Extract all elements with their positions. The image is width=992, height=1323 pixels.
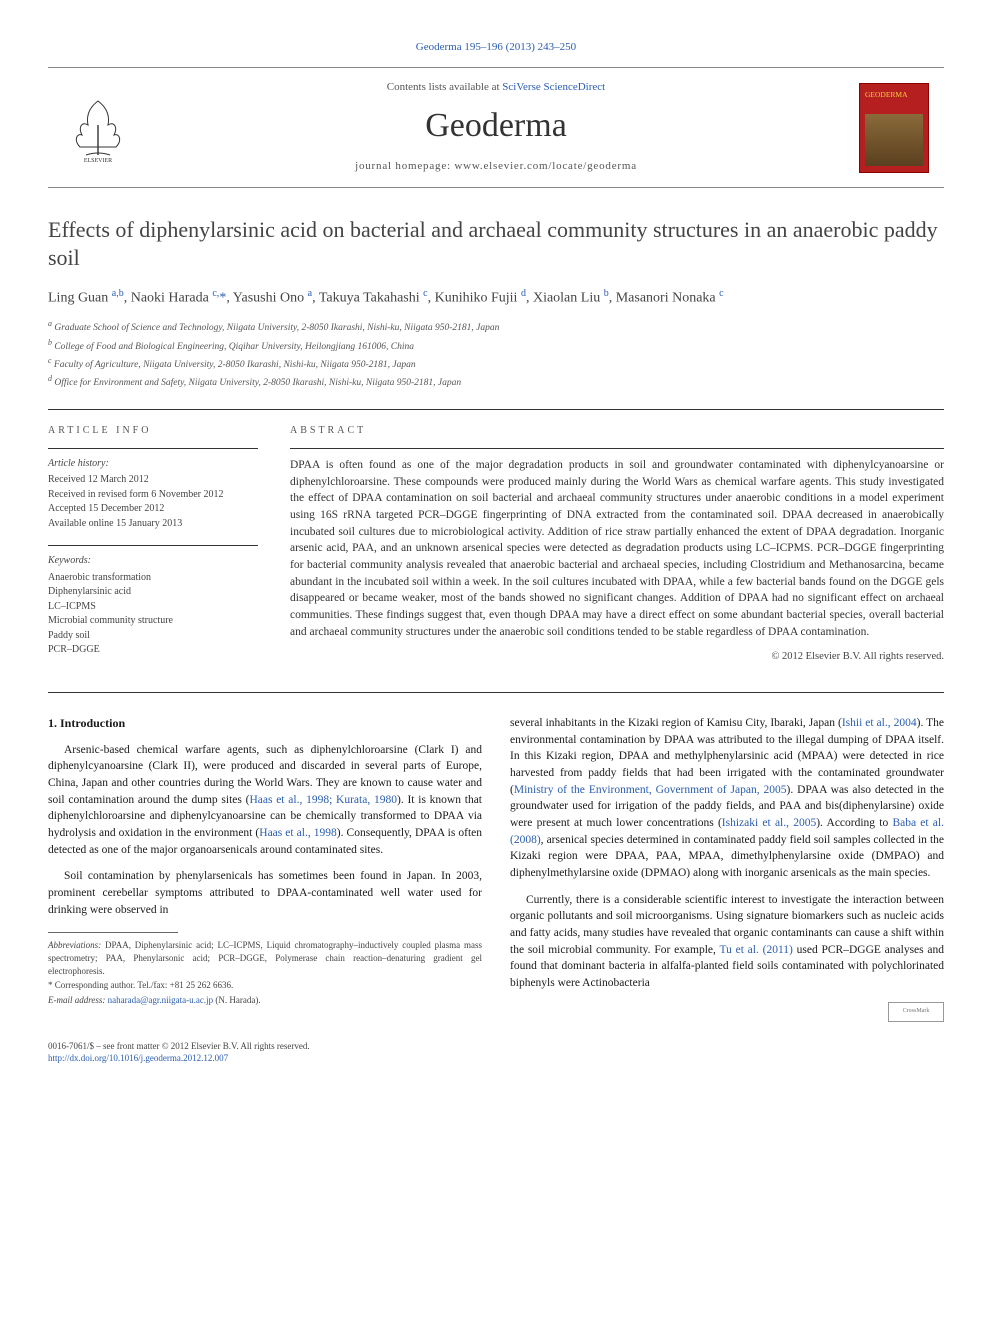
author-list: Ling Guan a,b, Naoki Harada c,*, Yasushi… <box>48 287 944 308</box>
affiliation-item: c Faculty of Agriculture, Niigata Univer… <box>48 355 944 372</box>
body-paragraph: Arsenic-based chemical warfare agents, s… <box>48 742 482 859</box>
body-paragraph: Currently, there is a considerable scien… <box>510 892 944 992</box>
journal-homepage: journal homepage: www.elsevier.com/locat… <box>148 159 844 174</box>
keyword-item: PCR–DGGE <box>48 643 258 658</box>
keyword-item: Paddy soil <box>48 629 258 644</box>
footnote-separator <box>48 932 178 933</box>
keyword-item: Anaerobic transformation <box>48 571 258 586</box>
journal-cover: GEODERMA <box>844 68 944 186</box>
history-line: Accepted 15 December 2012 <box>48 502 258 517</box>
email-link[interactable]: naharada@agr.niigata-u.ac.jp <box>108 995 214 1005</box>
contents-line: Contents lists available at SciVerse Sci… <box>148 80 844 95</box>
affiliation-item: a Graduate School of Science and Technol… <box>48 318 944 335</box>
svg-text:ELSEVIER: ELSEVIER <box>84 158 112 163</box>
cover-image-placeholder <box>865 114 923 166</box>
history-label: Article history: <box>48 457 258 472</box>
abstract-text: DPAA is often found as one of the major … <box>290 457 944 640</box>
journal-banner: ELSEVIER Contents lists available at Sci… <box>48 67 944 187</box>
header-citation: Geoderma 195–196 (2013) 243–250 <box>48 40 944 55</box>
divider <box>290 448 944 449</box>
body-columns: 1. Introduction Arsenic-based chemical w… <box>48 715 944 1022</box>
doi-link[interactable]: http://dx.doi.org/10.1016/j.geoderma.201… <box>48 1053 228 1063</box>
footnotes: Abbreviations: DPAA, Diphenylarsinic aci… <box>48 939 482 1006</box>
divider <box>48 409 944 410</box>
keywords-label: Keywords: <box>48 554 258 569</box>
divider <box>48 692 944 693</box>
history-line: Received in revised form 6 November 2012 <box>48 488 258 503</box>
body-paragraph: Soil contamination by phenylarsenicals h… <box>48 868 482 918</box>
crossmark-badge[interactable]: CrossMark <box>888 1002 944 1022</box>
abstract: ABSTRACT DPAA is often found as one of t… <box>290 424 944 672</box>
body-paragraph: several inhabitants in the Kizaki region… <box>510 715 944 882</box>
keywords-block: Keywords: Anaerobic transformationDiphen… <box>48 554 258 658</box>
email-note: E-mail address: naharada@agr.niigata-u.a… <box>48 994 482 1007</box>
divider <box>48 545 258 546</box>
article-history: Article history: Received 12 March 2012R… <box>48 457 258 532</box>
body-right-col: several inhabitants in the Kizaki region… <box>510 715 944 1022</box>
elsevier-tree-icon: ELSEVIER <box>68 93 128 163</box>
affiliation-item: b College of Food and Biological Enginee… <box>48 337 944 354</box>
divider <box>48 448 258 449</box>
history-line: Available online 15 January 2013 <box>48 517 258 532</box>
keyword-item: LC–ICPMS <box>48 600 258 615</box>
keyword-item: Microbial community structure <box>48 614 258 629</box>
history-line: Received 12 March 2012 <box>48 473 258 488</box>
section-heading-intro: 1. Introduction <box>48 715 482 732</box>
abbreviations-note: Abbreviations: DPAA, Diphenylarsinic aci… <box>48 939 482 977</box>
abstract-copyright: © 2012 Elsevier B.V. All rights reserved… <box>290 650 944 665</box>
body-left-col: 1. Introduction Arsenic-based chemical w… <box>48 715 482 1022</box>
publisher-logo: ELSEVIER <box>48 68 148 186</box>
affiliation-list: a Graduate School of Science and Technol… <box>48 318 944 391</box>
info-heading: ARTICLE INFO <box>48 424 258 438</box>
journal-title: Geoderma <box>148 102 844 150</box>
article-title: Effects of diphenylarsinic acid on bacte… <box>48 216 944 273</box>
affiliation-item: d Office for Environment and Safety, Nii… <box>48 373 944 390</box>
article-info: ARTICLE INFO Article history: Received 1… <box>48 424 258 672</box>
sciencedirect-link[interactable]: SciVerse ScienceDirect <box>502 81 605 93</box>
keyword-item: Diphenylarsinic acid <box>48 585 258 600</box>
page-footer: 0016-7061/$ – see front matter © 2012 El… <box>48 1040 944 1065</box>
abstract-heading: ABSTRACT <box>290 424 944 438</box>
issn-line: 0016-7061/$ – see front matter © 2012 El… <box>48 1040 310 1053</box>
cover-title: GEODERMA <box>865 90 923 101</box>
corresponding-author-note: * Corresponding author. Tel./fax: +81 25… <box>48 979 482 992</box>
citation-link[interactable]: Geoderma 195–196 (2013) 243–250 <box>416 41 576 53</box>
